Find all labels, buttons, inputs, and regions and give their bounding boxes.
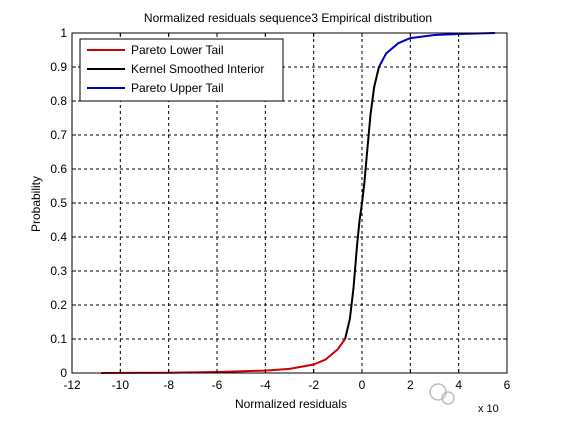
x-tick-label: 2 — [407, 378, 414, 392]
x-tick-label: -8 — [163, 378, 174, 392]
y-tick-label: 0.3 — [50, 264, 67, 278]
x-tick-label: 4 — [455, 378, 462, 392]
x-tick-label: -2 — [308, 378, 319, 392]
y-tick-label: 0.9 — [50, 60, 67, 74]
x-tick-label: 6 — [504, 378, 511, 392]
x-tick-label: -6 — [212, 378, 223, 392]
x-axis-multiplier: x 10 — [478, 403, 499, 415]
watermark-logo — [429, 383, 455, 405]
gridlines — [72, 33, 507, 373]
x-tick-label: 0 — [359, 378, 366, 392]
x-tick-label: -12 — [63, 378, 81, 392]
series-line-1 — [100, 338, 346, 374]
series-line-2 — [344, 66, 380, 340]
y-tick-label: 0.4 — [50, 230, 67, 244]
y-tick-label: 0.8 — [50, 94, 67, 108]
ticks: -12 -10 -8 -6 -4 -2 0 2 4 6 0 0.1 0.2 0.3 0.4 0.5 0.6 0.7… — [50, 26, 510, 392]
legend-label-1: Pareto Lower Tail — [131, 43, 224, 57]
y-axis-label: Probability — [29, 176, 43, 232]
y-tick-label: 0 — [60, 366, 67, 380]
y-tick-label: 0.7 — [50, 128, 67, 142]
x-tick-label: -10 — [112, 378, 130, 392]
legend: Pareto Lower Tail Kernel Smoothed Interio… — [79, 38, 284, 102]
x-axis-label: Normalized residuals — [235, 397, 347, 411]
y-tick-label: 0.2 — [50, 298, 67, 312]
y-tick-label: 0.5 — [50, 196, 67, 210]
y-tick-label: 0.6 — [50, 162, 67, 176]
y-tick-label: 0.1 — [50, 332, 67, 346]
chart-title: Normalized residuals sequence3 Empirical… — [144, 11, 432, 25]
legend-label-3: Pareto Upper Tail — [131, 81, 224, 95]
legend-label-2: Kernel Smoothed Interior — [131, 62, 264, 76]
y-tick-label: 1 — [60, 26, 67, 40]
x-tick-label: -4 — [260, 378, 271, 392]
